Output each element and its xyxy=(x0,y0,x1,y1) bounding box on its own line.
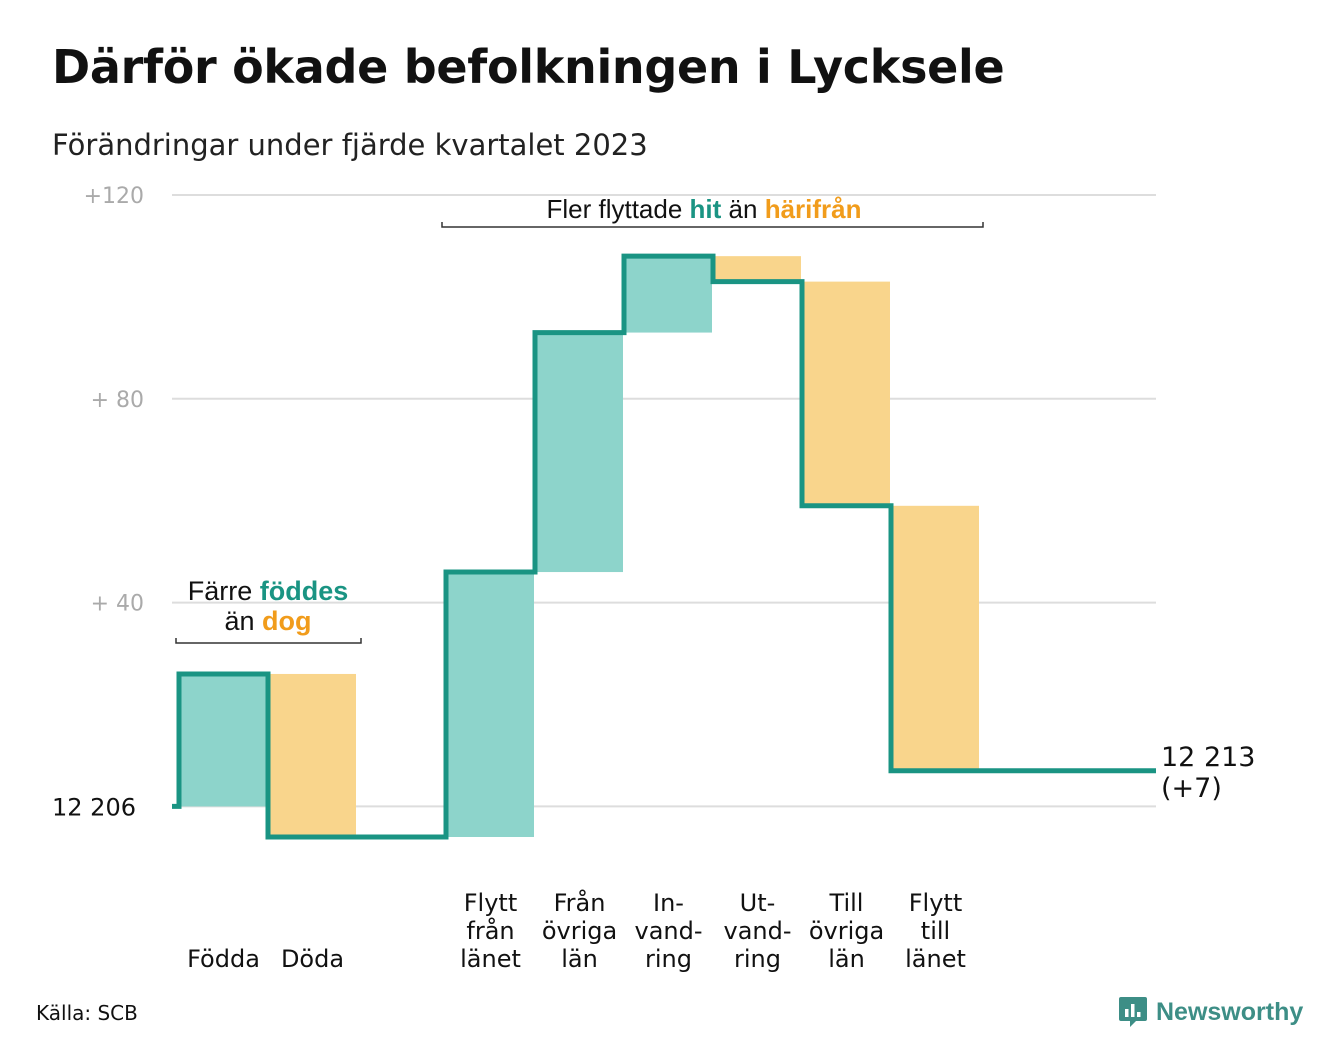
category-label-line: övriga xyxy=(809,917,884,945)
category-label-line: Till xyxy=(829,889,864,917)
bar-5 xyxy=(624,256,712,333)
annotation-segment-plain: Fler flyttade xyxy=(546,194,689,224)
category-label-line: länet xyxy=(460,945,521,973)
bar-1 xyxy=(268,673,356,837)
annotation-segment-teal: hit xyxy=(690,194,722,224)
annotation-segment-teal: föddes xyxy=(260,576,349,606)
y-tick-label-40: + 40 xyxy=(91,592,144,617)
category-label-line: Från xyxy=(554,888,606,917)
start-value-label: 12 206 xyxy=(52,793,136,821)
annotation-segment-plain: än xyxy=(721,194,764,224)
category-label-5: In-vand-ring xyxy=(634,889,702,973)
category-label-3: Flytt från länet xyxy=(460,889,521,973)
annotation-moves-line-0: Fler flyttade hit än härifrån xyxy=(546,194,861,224)
category-label-line: Födda xyxy=(187,945,260,973)
category-label-line: övriga xyxy=(542,917,617,945)
bar-0 xyxy=(179,673,267,807)
chart-title: Därför ökade befolkningen i Lycksele xyxy=(52,40,1005,94)
chart-subtitle: Förändringar under fjärde kvartalet 2023 xyxy=(52,128,648,162)
annotation-bracket-births xyxy=(175,638,362,644)
category-label-line: ring xyxy=(734,945,781,973)
end-value-label: 12 213 xyxy=(1161,742,1255,773)
bar-3 xyxy=(446,572,534,837)
category-label-line: länet xyxy=(905,945,966,973)
category-label-line: Flytt xyxy=(464,889,518,917)
category-label-8: Flytt till länet xyxy=(905,889,966,973)
category-label-line: vand- xyxy=(634,917,702,945)
cumulative-step-line xyxy=(172,253,1156,840)
y-tick-label-80: + 80 xyxy=(91,388,144,413)
category-label-line: från xyxy=(466,916,514,945)
bar-7 xyxy=(802,281,890,506)
newsworthy-logo-icon xyxy=(1119,997,1147,1027)
bar-8 xyxy=(891,505,979,771)
brand-logo: Newsworthy xyxy=(1118,995,1303,1029)
category-label-1: Döda xyxy=(281,945,344,973)
category-label-line: Ut- xyxy=(740,889,776,917)
y-tick-label-120: +120 xyxy=(84,184,144,209)
annotation-bracket-moves xyxy=(441,222,984,228)
category-label-line: vand- xyxy=(723,917,791,945)
category-label-line: län xyxy=(828,945,865,973)
annotation-births-line-1: än dog xyxy=(224,606,311,636)
category-label-line: till xyxy=(921,917,950,945)
bar-6 xyxy=(713,256,801,282)
category-label-line: In- xyxy=(653,889,684,917)
end-change-label: (+7) xyxy=(1161,773,1222,804)
brand-name: Newsworthy xyxy=(1156,997,1304,1026)
source-note: Källa: SCB xyxy=(36,1001,138,1025)
bar-layer xyxy=(179,256,979,837)
category-label-6: Ut-vand-ring xyxy=(723,889,791,973)
annotation-segment-plain: Färre xyxy=(188,576,260,606)
category-label-line: ring xyxy=(645,945,692,973)
annotation-segment-plain: än xyxy=(224,606,262,636)
category-label-4: Från övriga län xyxy=(542,888,617,973)
annotation-births-line-0: Färre föddes xyxy=(188,576,349,606)
category-label-line: Döda xyxy=(281,945,344,973)
category-label-line: Flytt xyxy=(909,889,963,917)
annotation-segment-orange: härifrån xyxy=(765,194,862,224)
bar-4 xyxy=(535,332,623,573)
line-layer xyxy=(172,253,1156,840)
category-label-0: Födda xyxy=(187,945,260,973)
annotation-segment-orange: dog xyxy=(262,606,311,636)
category-label-7: Till övriga län xyxy=(809,889,884,973)
category-label-line: län xyxy=(561,945,598,973)
